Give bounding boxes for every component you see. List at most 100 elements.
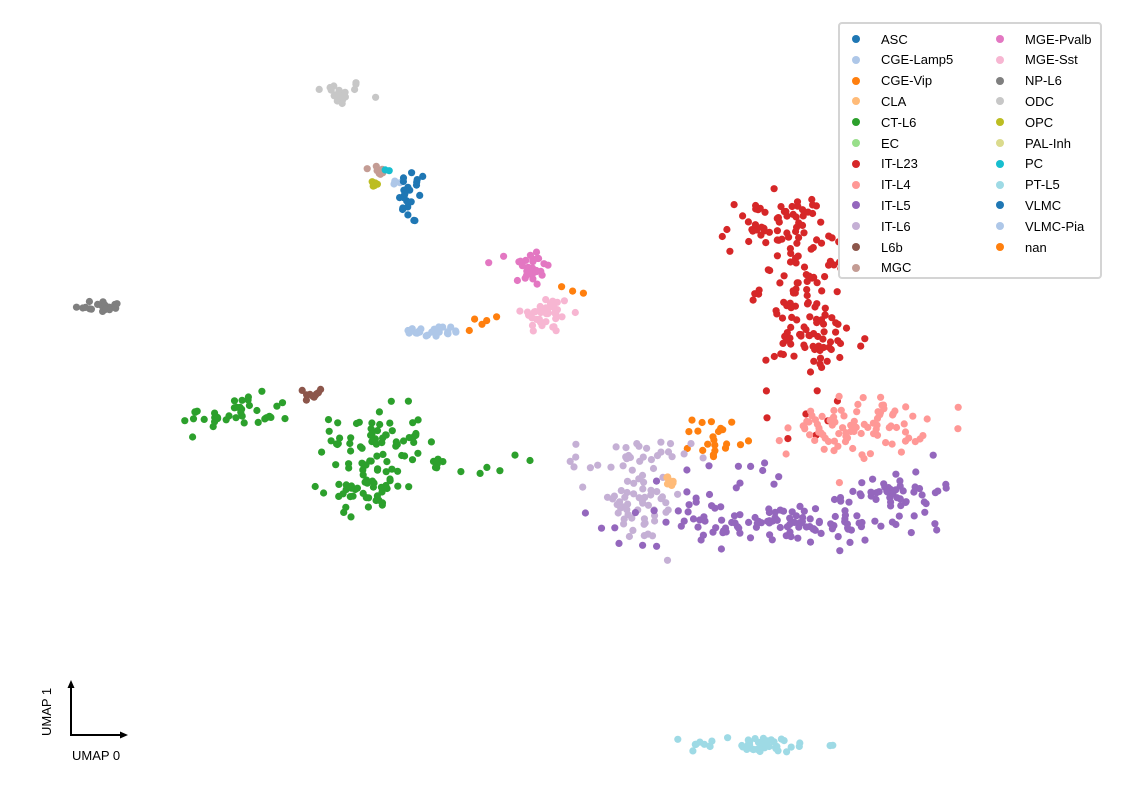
point-it-l4 bbox=[877, 393, 885, 401]
point-it-l5 bbox=[652, 477, 661, 485]
legend-label: CT-L6 bbox=[881, 114, 917, 130]
point-ct-l6 bbox=[238, 396, 246, 404]
point-ct-l6 bbox=[238, 412, 246, 420]
point-it-l6 bbox=[699, 454, 707, 462]
point-it-l5 bbox=[775, 473, 783, 481]
point-it-l5 bbox=[736, 529, 744, 537]
point-it-l5 bbox=[933, 526, 941, 534]
point-it-l23 bbox=[779, 350, 788, 359]
point-it-l5 bbox=[788, 508, 796, 516]
legend-item-mge-sst: MGE-Sst bbox=[996, 50, 1078, 70]
legend-item-cge-vip: CGE-Vip bbox=[852, 71, 932, 91]
legend-label: CGE-Vip bbox=[881, 73, 933, 89]
point-it-l23 bbox=[787, 323, 795, 331]
point-ct-l6 bbox=[378, 439, 386, 447]
legend-label: VLMC bbox=[1025, 197, 1062, 213]
point-cge-vip bbox=[579, 289, 588, 297]
point-it-l6 bbox=[639, 453, 647, 461]
point-it-l5 bbox=[918, 491, 926, 499]
legend-item-np-l6: NP-L6 bbox=[996, 71, 1062, 91]
legend-marker-icon bbox=[996, 55, 1004, 64]
legend-marker-icon bbox=[852, 243, 860, 251]
point-it-l23 bbox=[788, 313, 796, 321]
point-mge-sst bbox=[558, 313, 566, 321]
point-mge-sst bbox=[531, 308, 540, 316]
point-it-l5 bbox=[841, 515, 849, 523]
point-odc bbox=[335, 86, 343, 94]
point-ct-l6 bbox=[398, 451, 406, 460]
point-ct-l6 bbox=[412, 431, 420, 439]
point-it-l5 bbox=[899, 487, 907, 495]
point-it-l5 bbox=[847, 526, 856, 534]
point-ct-l6 bbox=[431, 463, 440, 471]
point-it-l4 bbox=[954, 403, 962, 411]
point-it-l4 bbox=[879, 401, 888, 409]
point-cge-lamp5 bbox=[412, 329, 420, 337]
point-pt-l5 bbox=[759, 734, 768, 742]
point-it-l23 bbox=[806, 368, 815, 376]
legend-marker-icon bbox=[996, 97, 1004, 106]
point-it-l4 bbox=[849, 444, 857, 453]
point-ct-l6 bbox=[253, 406, 261, 415]
point-ct-l6 bbox=[405, 483, 413, 491]
point-it-l5 bbox=[674, 507, 682, 515]
point-it-l5 bbox=[942, 484, 950, 492]
point-it-l6 bbox=[647, 491, 655, 499]
point-it-l4 bbox=[830, 437, 839, 445]
point-ct-l6 bbox=[332, 461, 340, 469]
point-pt-l5 bbox=[796, 739, 804, 747]
point-it-l6 bbox=[630, 479, 638, 487]
point-mge-sst bbox=[535, 315, 543, 323]
point-it-l23 bbox=[828, 314, 836, 322]
point-it-l5 bbox=[786, 520, 794, 528]
point-ct-l6 bbox=[414, 449, 422, 457]
point-cge-vip bbox=[707, 418, 716, 426]
point-vlmc bbox=[406, 186, 414, 194]
point-it-l5 bbox=[858, 479, 866, 487]
point-ct-l6 bbox=[335, 492, 343, 500]
point-it-l5 bbox=[730, 512, 739, 520]
point-it-l6 bbox=[622, 444, 630, 452]
point-mgc bbox=[363, 165, 371, 173]
point-it-l6 bbox=[613, 501, 621, 509]
point-ct-l6 bbox=[386, 475, 394, 483]
legend-label: L6b bbox=[881, 239, 903, 255]
point-it-l23 bbox=[762, 356, 770, 364]
point-it-l23 bbox=[773, 227, 782, 235]
point-it-l4 bbox=[900, 420, 908, 428]
point-ct-l6 bbox=[383, 458, 391, 466]
point-ct-l6 bbox=[193, 407, 201, 415]
point-ct-l6 bbox=[408, 456, 417, 464]
legend-marker-icon bbox=[852, 55, 860, 64]
point-odc bbox=[315, 85, 323, 93]
point-it-l23 bbox=[825, 261, 833, 269]
point-it-l5 bbox=[837, 497, 845, 505]
point-vlmc bbox=[416, 191, 424, 199]
point-it-l23 bbox=[792, 259, 800, 267]
point-it-l6 bbox=[662, 499, 670, 507]
point-it-l23 bbox=[828, 234, 836, 242]
point-mge-pvalb bbox=[524, 264, 532, 272]
point-it-l23 bbox=[813, 279, 821, 287]
point-ct-l6 bbox=[181, 417, 189, 425]
point-it-l23 bbox=[785, 233, 793, 241]
point-it-l23 bbox=[789, 287, 797, 295]
legend-marker-icon bbox=[852, 118, 860, 127]
point-mge-sst bbox=[550, 323, 558, 331]
point-cge-lamp5 bbox=[422, 332, 430, 340]
point-it-l23 bbox=[807, 245, 815, 253]
point-it-l4 bbox=[874, 408, 882, 416]
legend-marker-icon bbox=[852, 222, 860, 231]
point-it-l4 bbox=[821, 434, 829, 442]
point-it-l5 bbox=[717, 545, 726, 553]
point-ct-l6 bbox=[386, 419, 394, 427]
point-it-l5 bbox=[765, 517, 774, 525]
legend-label: IT-L4 bbox=[881, 177, 911, 193]
point-it-l5 bbox=[615, 539, 623, 548]
point-ct-l6 bbox=[254, 418, 262, 426]
point-it-l5 bbox=[736, 511, 744, 519]
point-it-l23 bbox=[861, 335, 869, 343]
point-ct-l6 bbox=[325, 427, 333, 435]
point-vlmc bbox=[412, 181, 421, 189]
legend-label: MGE-Pvalb bbox=[1025, 31, 1092, 47]
